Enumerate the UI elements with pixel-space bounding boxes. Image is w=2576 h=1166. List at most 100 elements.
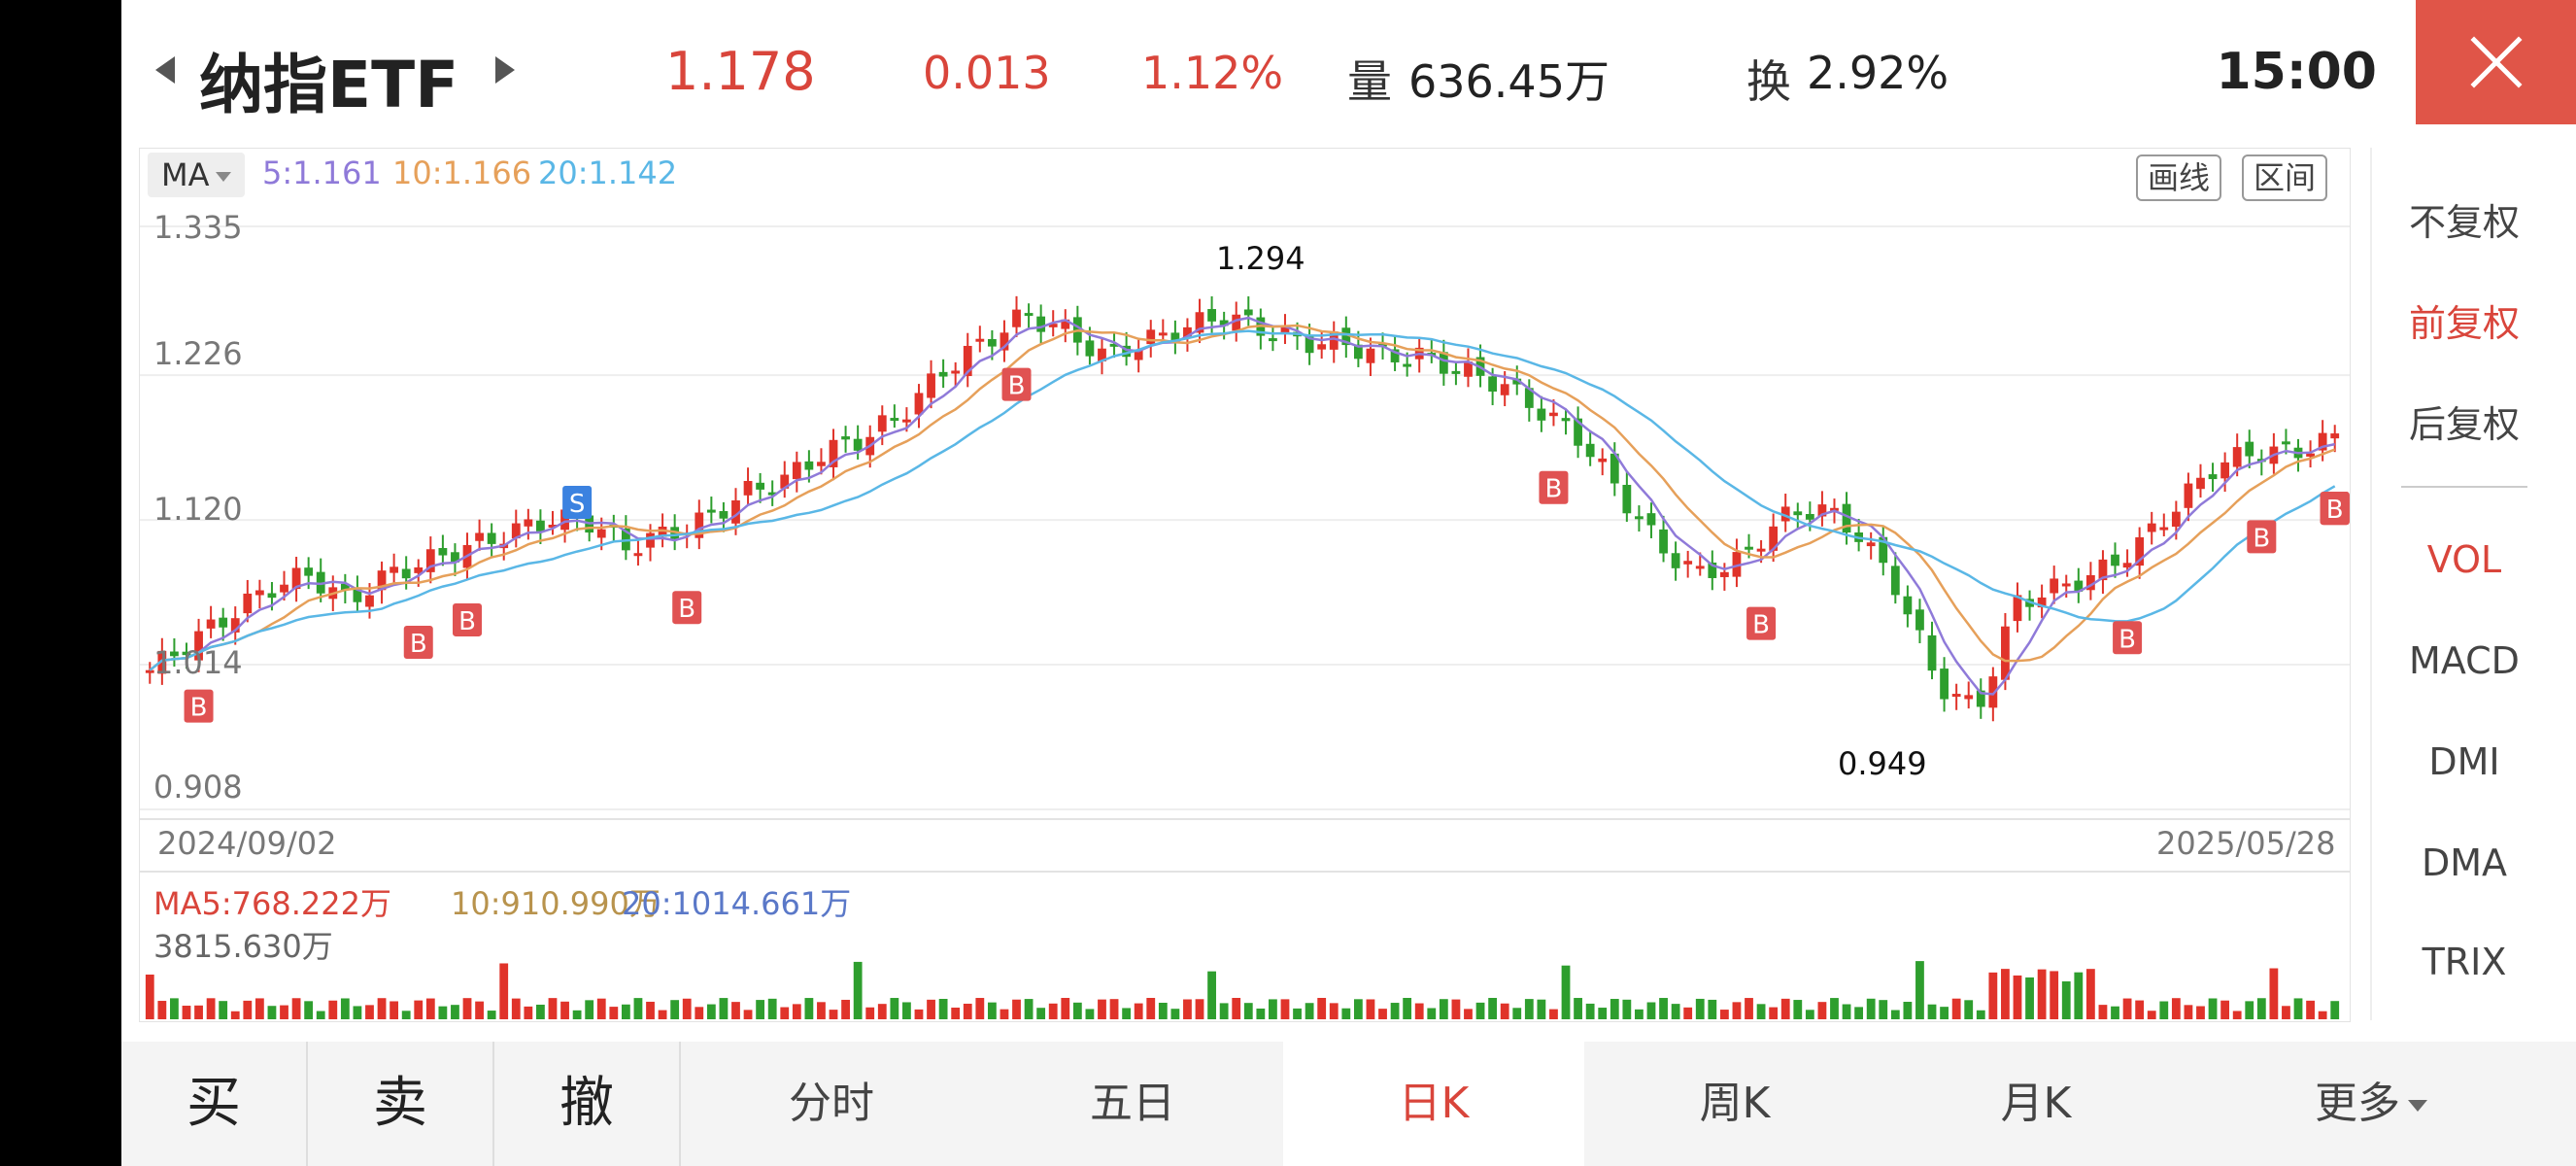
indicator-vol[interactable]: VOL (2426, 538, 2502, 581)
candle-body (206, 619, 216, 629)
buy-signal-marker (1001, 367, 1032, 401)
volume-bar (756, 1000, 765, 1019)
volume-bar (1390, 1003, 1400, 1019)
prev-stock-arrow-icon[interactable] (155, 56, 175, 84)
cancel-order-button[interactable]: 撤 (559, 1072, 614, 1135)
volume-bar (817, 1002, 826, 1019)
volume-bars (145, 961, 2340, 1019)
volume-bar (2184, 1005, 2193, 1019)
ma20-legend: 20:1.142 (538, 154, 678, 191)
indicator-macd[interactable]: MACD (2409, 639, 2520, 682)
candle-body (951, 370, 961, 374)
stock-title[interactable]: 纳指ETF (199, 48, 459, 122)
indicator-dmi[interactable]: DMI (2428, 740, 2500, 783)
price-change: 0.013 (923, 47, 1051, 99)
volume-bar (1098, 999, 1106, 1019)
candle-body (1378, 343, 1387, 347)
volume-bar (975, 998, 985, 1019)
buy-button[interactable]: 买 (186, 1072, 241, 1135)
ma-selector-dropdown[interactable]: MA (148, 153, 245, 197)
volume-bar (1780, 998, 1790, 1019)
candle-body (792, 462, 801, 480)
buy-signal-label: B (1752, 611, 1770, 640)
tab-monthly-k[interactable]: 月K (2000, 1079, 2072, 1128)
candle-body (170, 651, 179, 657)
volume-bar (1659, 998, 1668, 1019)
volume-bar (182, 1006, 191, 1019)
y-tick-label: 1.014 (153, 644, 243, 681)
candle-body (304, 567, 314, 576)
volume-bar (2050, 971, 2059, 1019)
candle-body (2330, 433, 2340, 439)
tab-intraday[interactable]: 分时 (789, 1079, 874, 1128)
tab-more[interactable]: 更多 (2186, 1042, 2556, 1166)
candle-body (743, 480, 753, 496)
next-stock-arrow-icon[interactable] (495, 56, 515, 84)
volume-bar (1561, 965, 1571, 1019)
tab-weekly-k[interactable]: 周K (1699, 1079, 1771, 1128)
signal-markers: BBBBBBBBBBBBBS (184, 367, 2350, 723)
ma-selector-label: MA (161, 156, 210, 193)
divider (306, 1042, 308, 1166)
volume-bar (1671, 1004, 1680, 1019)
volume-bar (804, 998, 814, 1019)
candle-body (219, 617, 228, 628)
volume-bar (1635, 1009, 1644, 1019)
range-button[interactable]: 区间 (2242, 154, 2328, 201)
vol-ma10-legend: 10:910.990万 (451, 885, 661, 922)
candle-body (1927, 634, 1937, 671)
volume-bar (1024, 999, 1034, 1019)
volume-bar (1500, 1003, 1509, 1019)
backward-adjust-option[interactable]: 后复权 (2408, 403, 2520, 446)
indicator-trix[interactable]: TRIX (2422, 941, 2507, 983)
candle-body (902, 419, 911, 423)
candle-body (145, 669, 154, 673)
candle-body (1048, 324, 1058, 327)
candle-body (731, 499, 740, 524)
no-adjust-option[interactable]: 不复权 (2408, 201, 2520, 244)
candle-body (1524, 388, 1534, 408)
candle-body (1817, 504, 1827, 517)
volume-bar (1708, 999, 1717, 1019)
buy-signal-marker (2113, 621, 2143, 655)
candle-body (548, 524, 558, 528)
candle-body (756, 482, 765, 490)
close-button[interactable] (2416, 0, 2576, 124)
volume-bar (1488, 998, 1498, 1019)
buy-signal-marker (184, 689, 214, 723)
forward-adjust-option[interactable]: 前复权 (2408, 302, 2520, 345)
volume-bar (1719, 1010, 1729, 1019)
candle-body (1012, 309, 1021, 327)
tab-daily-k[interactable]: 日K (1283, 1042, 1584, 1166)
volume-bar (1512, 1008, 1522, 1019)
volume-bar (2159, 1001, 2169, 1019)
candle-body (1940, 669, 1949, 700)
candle-body (1598, 458, 1608, 463)
volume-bar (1414, 1003, 1424, 1019)
sell-button[interactable]: 卖 (373, 1072, 427, 1135)
ma5-legend: 5:1.161 (262, 154, 382, 191)
candle-body (1866, 542, 1876, 547)
volume-bar (646, 1001, 655, 1019)
volume-bar (1988, 972, 1998, 1019)
volume-bar (1170, 1009, 1180, 1019)
candle-body (487, 532, 496, 544)
candle-body (511, 523, 521, 539)
volume-bar (987, 1002, 997, 1019)
candle-body (1439, 352, 1448, 374)
volume-bar (499, 963, 509, 1019)
volume-bar (2256, 998, 2266, 1019)
tab-five-day[interactable]: 五日 (1090, 1079, 1175, 1128)
draw-line-button[interactable]: 画线 (2136, 154, 2222, 201)
buy-signal-label: B (458, 607, 476, 636)
volume-bar (170, 998, 179, 1019)
kline-chart[interactable]: MA 5:1.161 10:1.166 20:1.142 画线 区间 B B B B B… (139, 148, 2351, 1022)
candle-body (2122, 563, 2132, 568)
y-tick-label: 1.120 (153, 491, 243, 528)
volume-bar (2306, 1000, 2315, 1019)
candle-body (1207, 309, 1216, 322)
volume-bar (2330, 1001, 2340, 1019)
candle-body (1903, 596, 1913, 615)
indicator-dma[interactable]: DMA (2421, 841, 2508, 884)
volume-bar (902, 1002, 911, 1019)
